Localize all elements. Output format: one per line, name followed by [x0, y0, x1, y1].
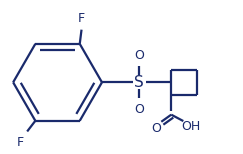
- Text: O: O: [134, 49, 144, 62]
- Text: F: F: [17, 136, 24, 149]
- Text: O: O: [151, 122, 161, 135]
- Text: S: S: [134, 75, 144, 90]
- Text: F: F: [78, 12, 85, 25]
- Text: OH: OH: [182, 120, 201, 133]
- Text: O: O: [134, 103, 144, 116]
